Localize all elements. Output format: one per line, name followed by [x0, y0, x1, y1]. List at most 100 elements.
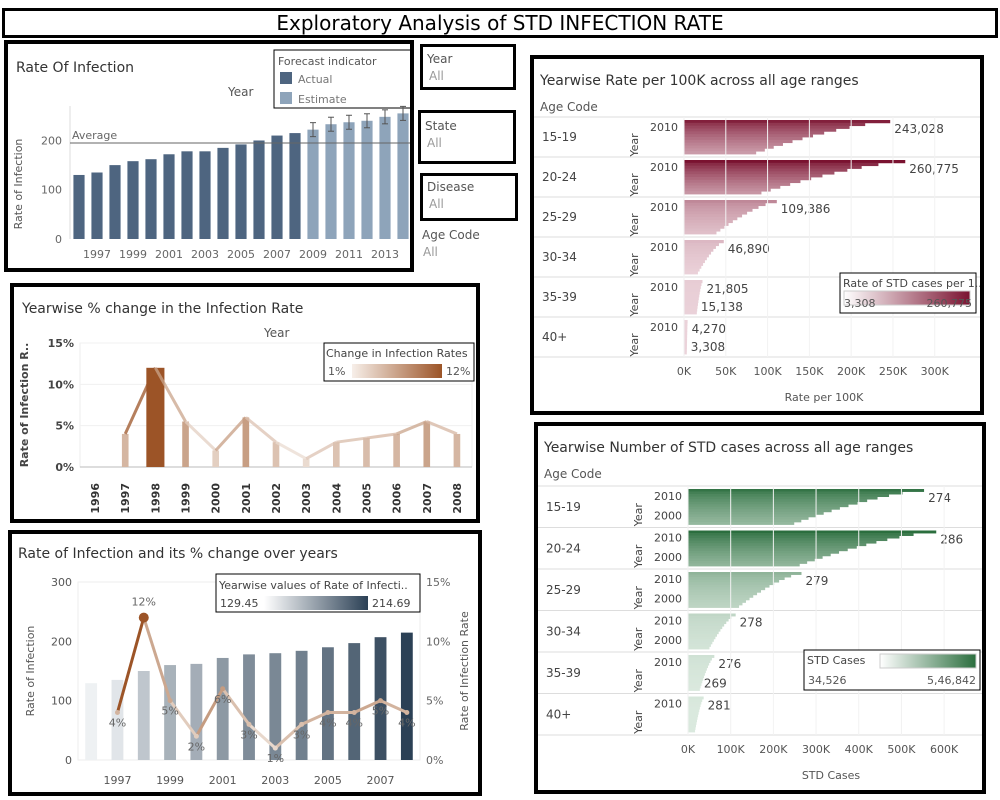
bar-step	[688, 560, 808, 564]
trend-point	[246, 721, 252, 727]
bar-step	[684, 131, 825, 135]
bar-step	[688, 672, 705, 676]
rate-per-100k-chart: Yearwise Rate per 100K across all age ra…	[534, 73, 980, 404]
trend-line-segment	[142, 617, 172, 702]
disease-filter[interactable]: Disease All	[420, 173, 518, 221]
bar-step	[684, 174, 823, 178]
year-label-top: 2010	[650, 241, 678, 254]
age-code-filter[interactable]: Age Code All	[420, 228, 510, 262]
bar	[269, 653, 282, 760]
bar-step	[684, 205, 759, 209]
bar-step	[684, 251, 712, 255]
bar-step	[684, 257, 707, 261]
x-tick-label: 50K	[715, 365, 737, 378]
bar-step	[684, 120, 891, 124]
age-code-label: 30-34	[542, 250, 577, 264]
x-tick-label: 100K	[753, 365, 782, 378]
trend-line-segment	[366, 432, 397, 440]
bar-step	[688, 616, 732, 619]
bar-step	[688, 579, 780, 583]
bar-step	[684, 160, 906, 164]
bar-step	[688, 657, 712, 661]
y-tick-label: 10%	[48, 378, 74, 391]
pct-data-label: 3%	[240, 728, 257, 741]
y2-axis-label: Rate of Infection Rate	[458, 611, 471, 731]
bar-step	[688, 662, 710, 666]
bar-step	[684, 348, 687, 352]
bar	[243, 654, 255, 760]
legend-max-label: 5,46,842	[927, 674, 976, 687]
trend-line-segment	[275, 440, 307, 461]
legend-min-label: 129.45	[220, 597, 259, 610]
bar	[295, 650, 308, 760]
bar	[423, 421, 431, 467]
bar-step	[688, 680, 703, 684]
bar-step	[688, 509, 832, 513]
bar-step	[684, 171, 835, 175]
bar-step	[684, 345, 687, 349]
year-label-bottom: 2000	[654, 593, 682, 606]
year-axis-label: Year	[628, 213, 641, 238]
pct-change-panel: Yearwise % change in the Infection Rate Y…	[10, 283, 480, 523]
trend-line-segment	[168, 699, 198, 738]
bar-step	[684, 177, 812, 181]
trend-point	[378, 698, 384, 704]
legend-box	[273, 49, 410, 109]
data-label-top: 243,028	[894, 122, 944, 136]
bar-step	[688, 677, 704, 681]
bar-step	[684, 308, 698, 312]
x-tick-label: 2013	[371, 248, 399, 261]
legend-gradient-bar	[264, 596, 368, 610]
bar-step	[684, 219, 733, 224]
bar-step	[684, 265, 702, 269]
bar-step	[684, 137, 803, 141]
chart-title: Yearwise Number of STD cases across all …	[543, 440, 913, 456]
x-tick-label: 250K	[879, 365, 908, 378]
bar-step	[684, 311, 697, 315]
year-label-bottom: 2000	[654, 551, 682, 564]
year-filter[interactable]: Year All	[420, 44, 516, 90]
bar-step	[688, 558, 815, 562]
bar	[307, 129, 319, 239]
bar-step	[684, 231, 717, 235]
bar-step	[684, 242, 719, 247]
pct-data-label: 3%	[293, 728, 310, 741]
chart-title: Rate of Infection and its % change over …	[18, 546, 338, 562]
year-axis-label: Year	[628, 253, 641, 278]
year-label-bottom: 2000	[654, 634, 682, 647]
bar-step	[688, 574, 792, 578]
state-filter[interactable]: State All	[418, 110, 516, 164]
age-code-label: 35-39	[542, 290, 577, 304]
legend-title: STD Cases	[807, 654, 866, 667]
legend-gradient-bar	[879, 653, 977, 669]
year-axis-label: Year	[632, 586, 645, 611]
bar-step	[688, 729, 696, 733]
bar	[271, 135, 283, 239]
trend-line-segment	[195, 688, 225, 737]
year-label-bottom: 2000	[654, 510, 682, 523]
x-tick-label: 0K	[681, 743, 696, 756]
bar-step	[688, 519, 802, 523]
age-code-label: 30-34	[546, 624, 581, 638]
bar-step	[688, 543, 867, 547]
age-code-label: 20-24	[546, 541, 581, 555]
data-label-top: 278	[740, 616, 763, 630]
year-axis-label: Year	[632, 627, 645, 652]
bar-step	[688, 675, 705, 679]
rate-of-infection-panel: Rate Of Infection Year Forecast indicator A…	[4, 40, 414, 272]
bar-step	[688, 511, 824, 515]
bar-step	[684, 248, 714, 252]
x-tick-label: 300K	[921, 365, 950, 378]
age-code-label: 40+	[546, 707, 571, 721]
year-label-top: 2010	[654, 490, 682, 503]
std-cases-panel: Yearwise Number of STD cases across all …	[534, 422, 986, 794]
bar-step	[688, 623, 725, 627]
y2-tick-label: 0%	[426, 754, 443, 767]
trend-line-segment	[116, 617, 146, 713]
bar-step	[688, 696, 704, 700]
year-axis-label: Year	[628, 133, 641, 158]
bar	[137, 671, 150, 760]
x-tick-label: 1999	[119, 248, 147, 261]
bar-step	[684, 162, 879, 167]
bar-step	[688, 587, 766, 591]
